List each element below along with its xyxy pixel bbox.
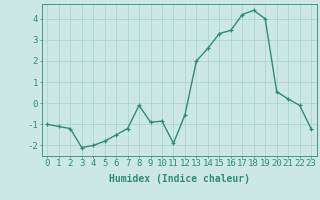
X-axis label: Humidex (Indice chaleur): Humidex (Indice chaleur) bbox=[109, 174, 250, 184]
